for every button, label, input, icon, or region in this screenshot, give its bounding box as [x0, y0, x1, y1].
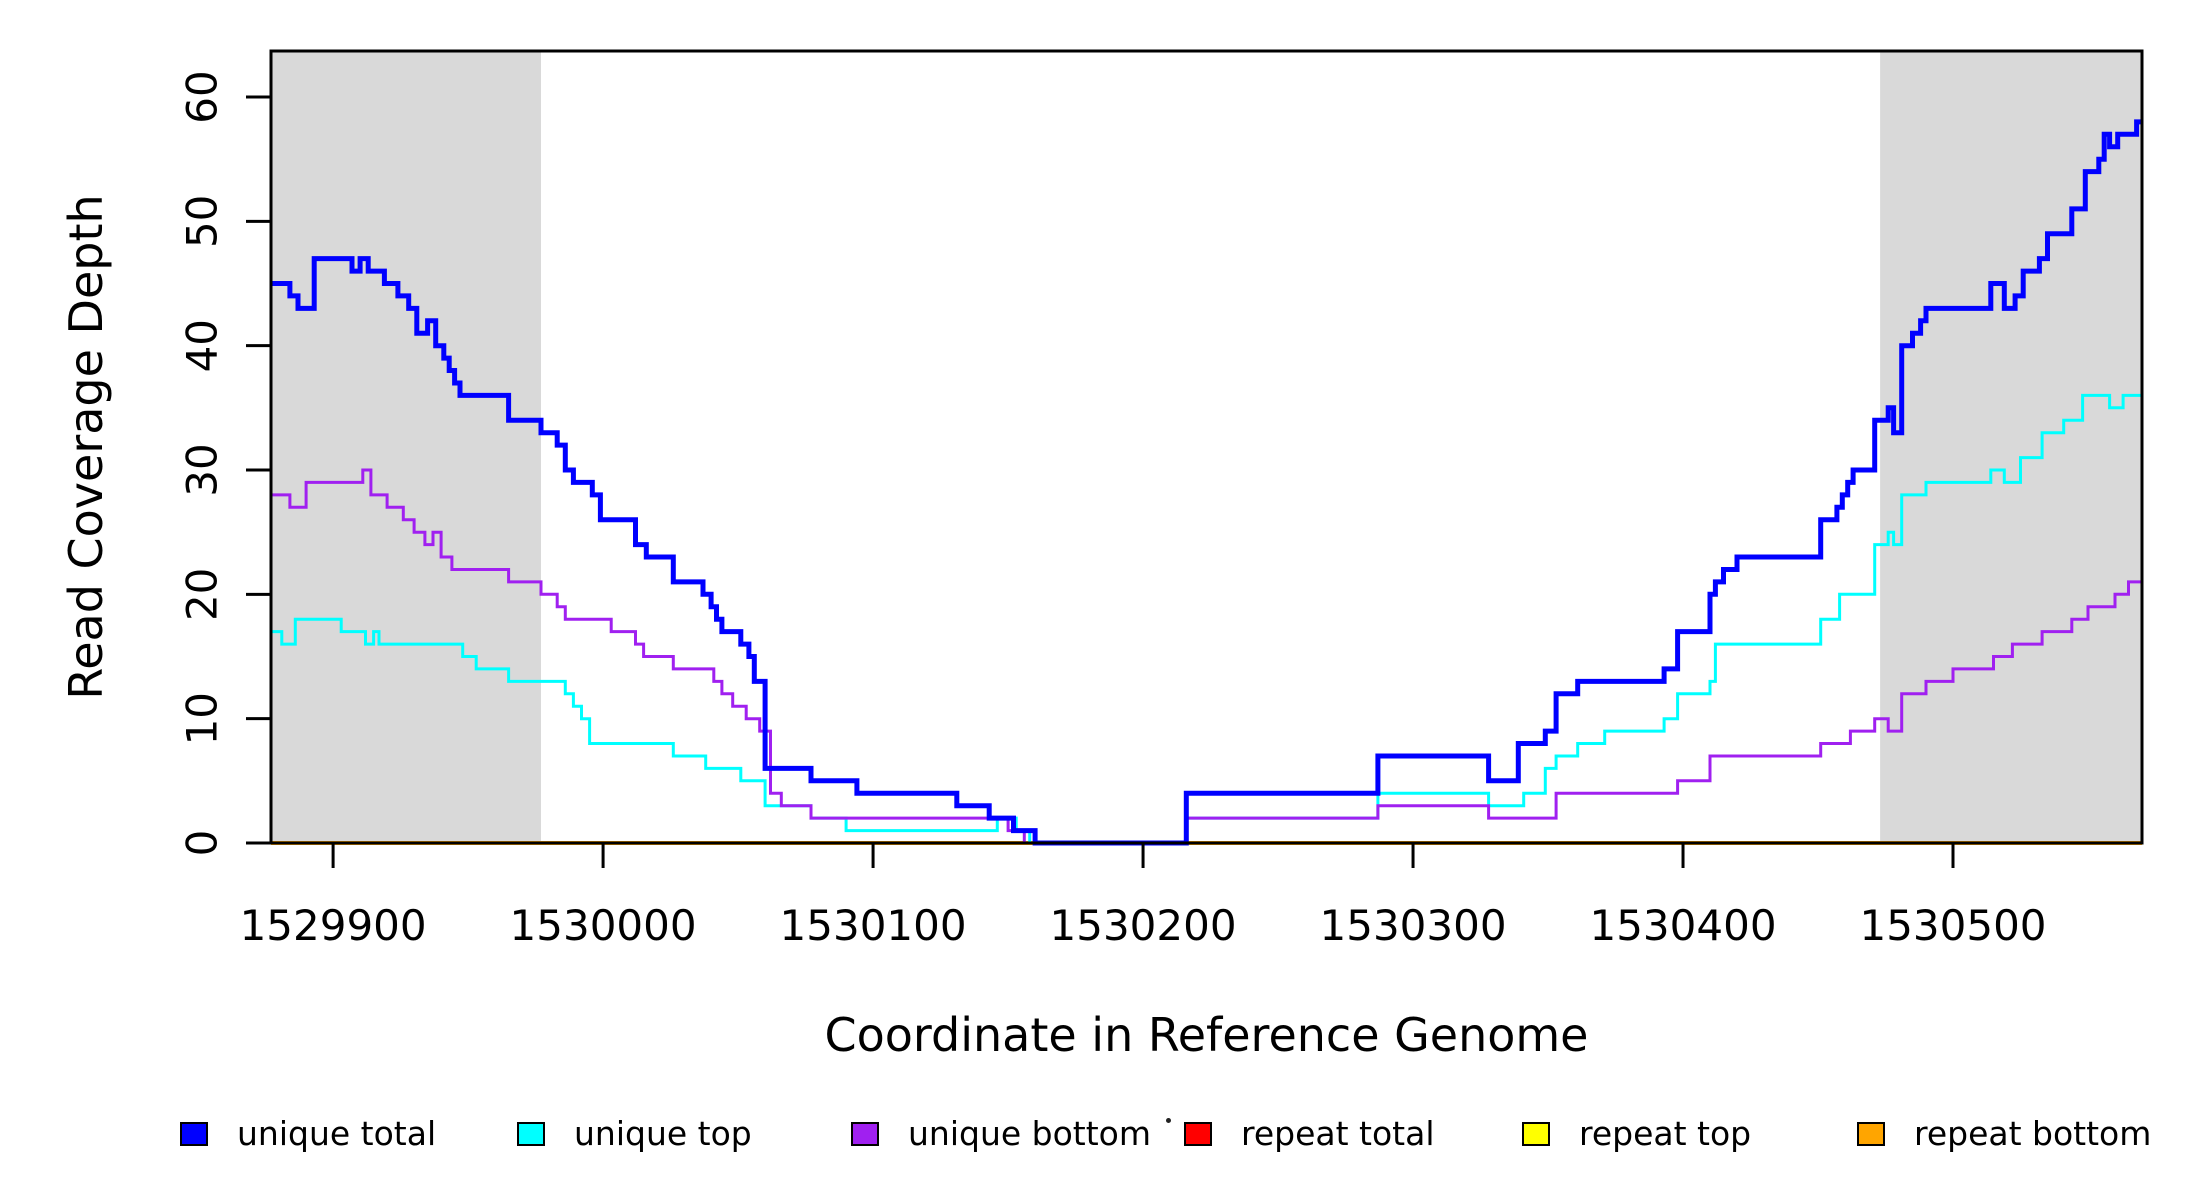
- y-tick-label: 40: [177, 319, 226, 372]
- x-tick-label: 1530400: [1589, 901, 1776, 950]
- shaded-region-1: [271, 51, 541, 843]
- x-tick-label: 1530500: [1859, 901, 2046, 950]
- y-tick-label: 10: [177, 692, 226, 745]
- y-tick-label: 60: [178, 70, 227, 123]
- series-line-unique-top: [271, 393, 2142, 845]
- y-tick-label: 0: [178, 830, 227, 857]
- x-tick-label: 1530100: [780, 901, 967, 950]
- x-tick-label: 1530000: [510, 901, 697, 950]
- x-axis-title: Coordinate in Reference Genome: [824, 1008, 1589, 1062]
- y-tick-label: 20: [178, 568, 227, 621]
- y-tick-label: 30: [178, 443, 227, 496]
- series-line-unique-total: [271, 119, 2142, 846]
- x-tick-label: 1529900: [240, 901, 427, 950]
- y-tick-label: 50: [178, 195, 227, 248]
- stray-dot: [1166, 1118, 1171, 1123]
- y-axis-title: Read Coverage Depth: [59, 194, 113, 700]
- x-tick-label: 1530300: [1320, 901, 1507, 950]
- series-line-unique-bottom: [271, 468, 2142, 845]
- x-tick-label: 1530200: [1050, 901, 1237, 950]
- shaded-region-2: [1880, 51, 2142, 843]
- plot-border: [269, 49, 2144, 845]
